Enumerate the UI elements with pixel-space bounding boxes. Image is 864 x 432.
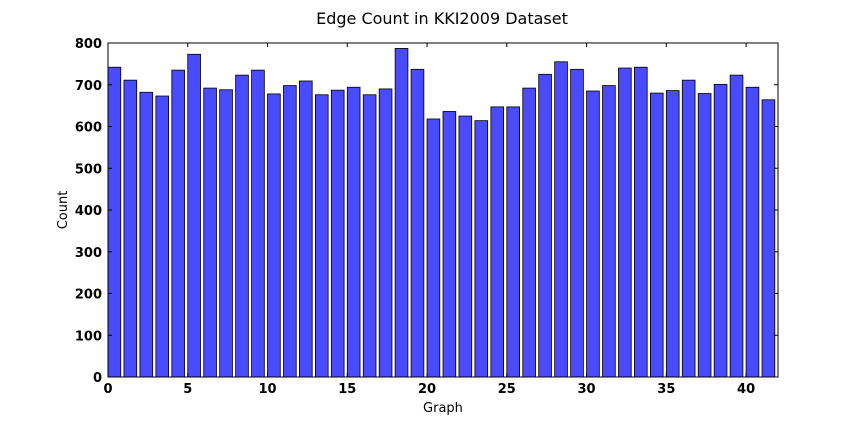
y-axis-label: Count (56, 191, 71, 230)
y-tick-label: 800 (75, 37, 102, 52)
bar-graph-15 (346, 86, 361, 378)
y-tick-label: 700 (75, 79, 102, 94)
y-tick-700: 700 (75, 79, 778, 94)
x-tick-label: 10 (258, 382, 276, 397)
bars-layer (107, 48, 776, 378)
y-tick-label: 400 (75, 204, 102, 219)
y-tick-500: 500 (75, 162, 778, 177)
bar-graph-5 (187, 53, 201, 378)
bar-graph-33 (634, 66, 648, 378)
bar-graph-1 (123, 79, 138, 378)
x-tick-20: 20 (418, 43, 436, 397)
bar-graph-16 (362, 94, 377, 378)
x-tick-5: 5 (183, 43, 192, 397)
bar-graph-18 (394, 48, 409, 378)
x-tick-30: 30 (578, 43, 596, 397)
bar-graph-10 (267, 93, 281, 378)
bar-graph-24 (490, 106, 505, 378)
bar-graph-32 (618, 67, 632, 378)
bar-graph-2 (139, 91, 154, 378)
bar-graph-31 (602, 85, 616, 378)
y-tick-200: 200 (75, 288, 778, 303)
y-tick-300: 300 (75, 246, 778, 261)
y-tick-800: 800 (75, 37, 778, 52)
x-tick-40: 40 (737, 43, 755, 397)
bar-graph-28 (554, 61, 568, 378)
bar-graph-17 (378, 88, 393, 378)
y-tick-label: 600 (75, 121, 102, 136)
bar-graph-9 (251, 69, 265, 378)
chart-title: Edge Count in KKI2009 Dataset (316, 9, 568, 28)
bar-graph-25 (506, 106, 520, 378)
bar-graph-36 (681, 79, 696, 378)
bar-graph-8 (235, 74, 249, 378)
bar-graph-21 (442, 111, 457, 378)
bar-graph-34 (649, 92, 664, 378)
y-tick-400: 400 (75, 204, 778, 219)
bar-graph-40 (745, 86, 760, 378)
x-tick-label: 0 (103, 382, 112, 397)
x-tick-25: 25 (498, 43, 516, 397)
x-tick-label: 20 (418, 382, 436, 397)
bar-graph-11 (283, 85, 297, 378)
bar-graph-0 (107, 66, 122, 378)
bar-graph-30 (586, 90, 600, 378)
y-tick-100: 100 (75, 329, 778, 344)
y-tick-label: 0 (93, 371, 102, 386)
bar-graph-7 (219, 89, 233, 378)
y-tick-600: 600 (75, 121, 778, 136)
bar-graph-41 (761, 99, 776, 378)
bar-graph-26 (522, 87, 536, 378)
x-tick-label: 15 (338, 382, 356, 397)
bar-graph-20 (426, 118, 441, 378)
bar-graph-4 (171, 69, 185, 378)
y-tick-label: 300 (75, 246, 102, 261)
bar-graph-3 (155, 95, 170, 378)
x-tick-15: 15 (338, 43, 356, 397)
y-tick-label: 500 (75, 162, 102, 177)
bar-graph-19 (410, 68, 425, 378)
x-tick-label: 30 (578, 382, 596, 397)
bar-graph-22 (458, 115, 473, 378)
bar-graph-12 (299, 80, 313, 378)
bar-graph-35 (665, 90, 680, 378)
bar-graph-37 (697, 93, 712, 378)
bar-graph-29 (570, 68, 584, 378)
bar-graph-27 (538, 73, 552, 378)
x-tick-label: 40 (737, 382, 755, 397)
bar-graph-14 (330, 89, 345, 378)
x-tick-label: 35 (657, 382, 675, 397)
x-tick-0: 0 (103, 43, 113, 397)
bar-graph-13 (314, 94, 329, 378)
bar-graph-38 (713, 83, 728, 378)
bar-graph-6 (203, 87, 217, 378)
x-tick-label: 5 (183, 382, 192, 397)
y-tick-label: 100 (75, 329, 102, 344)
y-tick-0: 0 (93, 371, 778, 386)
y-tick-label: 200 (75, 288, 102, 303)
ticks-layer: 0 5 10 15 20 25 30 35 40010020030040050060070080… (75, 37, 778, 397)
x-axis-label: Graph (423, 401, 463, 416)
x-tick-35: 35 (657, 43, 675, 397)
x-tick-label: 25 (498, 382, 516, 397)
x-tick-10: 10 (258, 43, 277, 397)
bar-graph-23 (474, 120, 489, 378)
bar-graph-39 (729, 74, 744, 378)
